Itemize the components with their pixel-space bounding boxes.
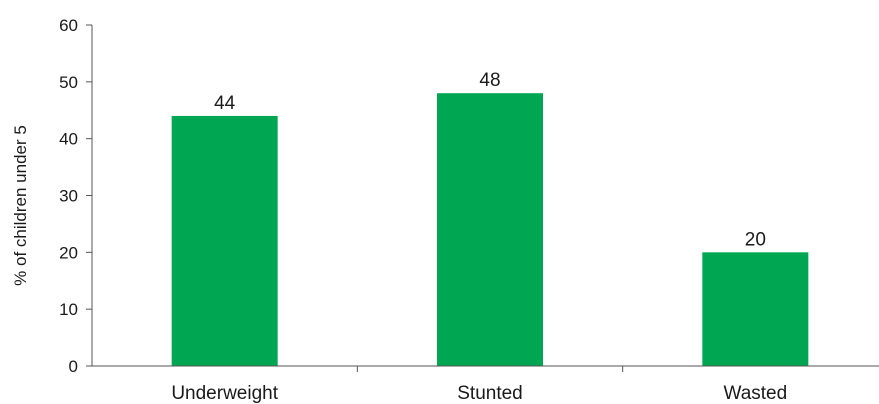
y-tick-label: 10 bbox=[59, 300, 78, 319]
bar-wasted bbox=[702, 252, 809, 366]
y-axis-title: % of children under 5 bbox=[11, 125, 30, 286]
y-tick-label: 40 bbox=[59, 130, 78, 149]
bar-underweight bbox=[171, 115, 278, 366]
y-tick-label: 0 bbox=[69, 357, 78, 376]
y-tick-label: 60 bbox=[59, 16, 78, 35]
y-tick-label: 20 bbox=[59, 243, 78, 262]
data-label: 20 bbox=[745, 229, 766, 250]
y-axis-ticks: 0 10 20 30 40 50 60 bbox=[59, 16, 92, 376]
y-tick-label: 50 bbox=[59, 73, 78, 92]
x-axis-ticks: Underweight Stunted Wasted bbox=[171, 366, 787, 404]
y-tick-label: 30 bbox=[59, 187, 78, 206]
x-category-label: Underweight bbox=[171, 383, 278, 404]
x-category-label: Stunted bbox=[457, 383, 523, 404]
x-category-label: Wasted bbox=[723, 383, 787, 404]
data-labels-group: 44 48 20 bbox=[214, 70, 766, 250]
data-label: 48 bbox=[479, 70, 500, 91]
bar-stunted bbox=[437, 93, 543, 366]
bars-group bbox=[171, 93, 809, 366]
data-label: 44 bbox=[214, 93, 236, 114]
